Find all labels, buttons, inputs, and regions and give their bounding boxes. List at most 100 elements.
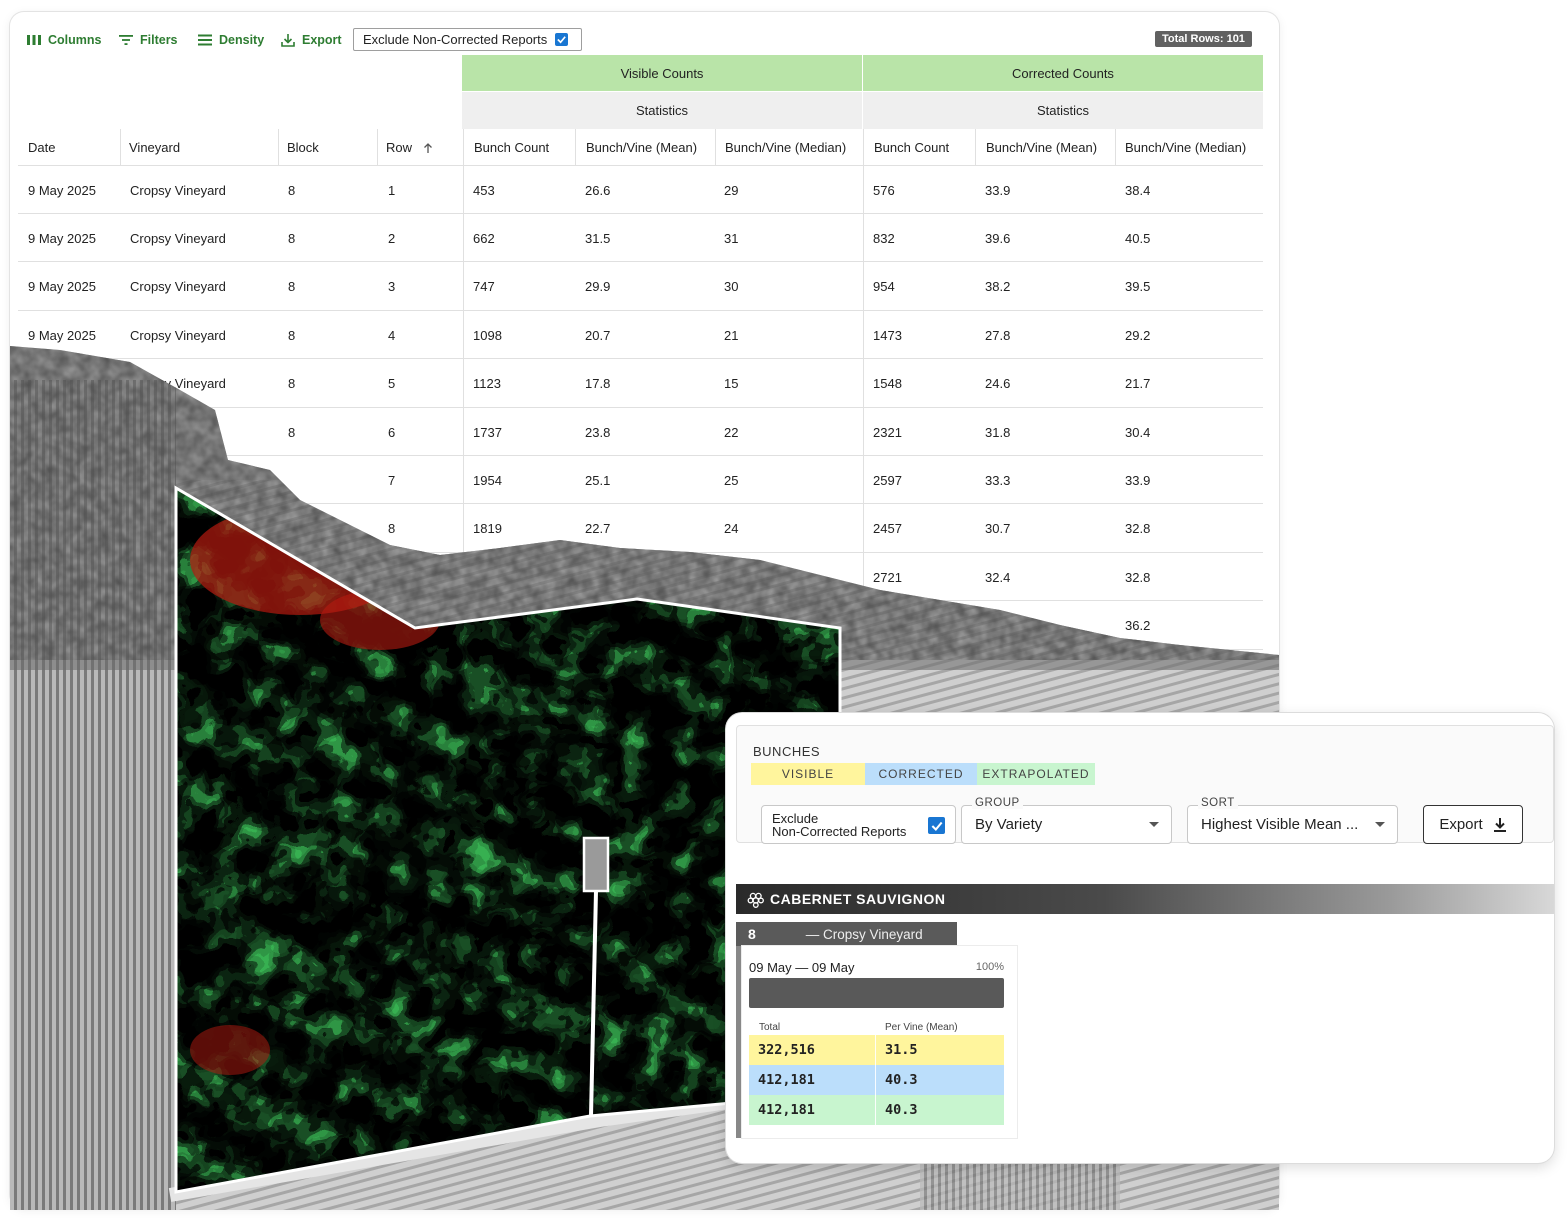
table-cell: Cropsy Vineyard: [130, 327, 226, 343]
table-cell: 1: [388, 182, 396, 198]
table-cell: 21: [724, 327, 739, 343]
check-icon: [931, 821, 942, 831]
cell-divider: [875, 1095, 876, 1125]
table-cell: 1819: [473, 521, 502, 537]
table-row[interactable]: 36.2: [18, 602, 1263, 650]
table-cell: 2457: [873, 521, 902, 537]
col-header-date[interactable]: Date: [20, 129, 120, 166]
table-cell: 1473: [873, 327, 902, 343]
table-row[interactable]: 8 6 1737 23.8 22 2321 31.8 30.4: [18, 408, 1263, 456]
table-cell: 24: [724, 521, 739, 537]
group-select[interactable]: GROUP By Variety: [961, 797, 1172, 844]
table-cell: 2597: [873, 472, 902, 488]
table-cell: 8: [288, 327, 296, 343]
table-cell: 27.8: [985, 327, 1011, 343]
table-cell: 33.3: [985, 472, 1011, 488]
block-summary-card: 09 May — 09 May 100% Total Per Vine (Mea…: [742, 946, 1017, 1138]
exclude-noncorrected-toggle[interactable]: Exclude Non-Corrected Reports: [761, 805, 956, 844]
check-icon: [557, 36, 567, 44]
download-icon: [1493, 817, 1506, 832]
col-header-label: Vineyard: [129, 140, 181, 155]
table-row[interactable]: 9 May 2025 Cropsy Vineyard 8 3 747 29.9 30 954 3…: [18, 263, 1263, 311]
table-row[interactable]: 9 May 2025 Cropsy Vineyard 8 4 1098 20.7 21 147…: [18, 311, 1263, 360]
col-header-label: Block: [287, 140, 319, 155]
col-header-corrected-mean[interactable]: Bunch/Vine (Mean): [975, 129, 1115, 166]
total-rows-badge: Total Rows: 101: [1155, 31, 1252, 47]
table-cell: 8: [288, 182, 296, 198]
table-cell: 30.4: [1125, 424, 1151, 440]
table-cell: 9 May 2025: [28, 182, 96, 198]
group-select-label: GROUP: [972, 797, 1023, 809]
chevron-down-icon: [1375, 822, 1385, 827]
exclude-noncorrected-toggle[interactable]: Exclude Non-Corrected Reports: [353, 28, 582, 51]
legend-visible: VISIBLE: [751, 763, 865, 785]
card-strip: [736, 946, 742, 1138]
table-cell: 8: [388, 521, 396, 537]
table-cell: 4: [388, 327, 396, 343]
exclude-checkbox[interactable]: [555, 33, 569, 46]
block-tab[interactable]: 8 — Cropsy Vineyard: [736, 922, 957, 946]
export-button[interactable]: Export: [280, 31, 342, 49]
panel-export-label: Export: [1439, 816, 1483, 833]
col-header-block[interactable]: Block: [278, 129, 377, 166]
table-cell: Cropsy Vineyard: [130, 376, 226, 392]
group-select-value: By Variety: [975, 816, 1043, 833]
exclude-label-line2: Non-Corrected Reports: [772, 824, 907, 839]
table-cell: 24.6: [985, 376, 1011, 392]
coverage-bar: [749, 978, 1004, 1008]
col-header-vineyard[interactable]: Vineyard: [120, 129, 278, 166]
variety-name: CABERNET SAUVIGNON: [770, 891, 946, 907]
table-row[interactable]: Cropsy Vineyard 8 5 1123 17.8 15 1548 24.6 21.7: [18, 360, 1263, 408]
coverage-percent: 100%: [975, 961, 1004, 973]
col-header-visible-bunch-count[interactable]: Bunch Count: [463, 129, 575, 166]
block-number: 8: [748, 926, 756, 942]
col-header-visible-mean[interactable]: Bunch/Vine (Mean): [575, 129, 715, 166]
corrected-values-row: 412,181 40.3: [749, 1065, 1004, 1095]
col-header-label: Bunch/Vine (Mean): [586, 140, 698, 155]
table-cell: 954: [873, 279, 895, 295]
table-cell: 23.8: [585, 424, 611, 440]
table-cell: 9 May 2025: [28, 327, 96, 343]
col-header-row[interactable]: Row: [377, 129, 462, 166]
header-divider: [18, 165, 1263, 166]
col-header-corrected-median[interactable]: Bunch/Vine (Median): [1115, 129, 1263, 166]
table-row[interactable]: 9 May 2025 Cropsy Vineyard 8 1 453 26.6 29 576 3…: [18, 166, 1263, 214]
table-cell: 8: [288, 424, 296, 440]
table-row[interactable]: 38.4: [18, 650, 1263, 698]
columns-button[interactable]: Columns: [26, 31, 101, 49]
table-cell: 7: [388, 472, 396, 488]
filters-label: Filters: [140, 33, 178, 47]
total-column-label: Total: [759, 1022, 781, 1033]
table-cell: 25.1: [585, 472, 611, 488]
col-header-label: Bunch/Vine (Median): [725, 140, 847, 155]
table-row[interactable]: 9 May 2025 Cropsy Vineyard 8 2 662 31.5 31 832 3…: [18, 214, 1263, 263]
exclude-checkbox[interactable]: [928, 817, 945, 834]
sort-select-value: Highest Visible Mean ...: [1201, 816, 1359, 833]
filters-button[interactable]: Filters: [118, 31, 178, 49]
table-cell: 8: [288, 376, 296, 392]
sort-ascending-icon[interactable]: [422, 142, 434, 154]
table-cell: 1548: [873, 376, 902, 392]
col-header-corrected-bunch-count[interactable]: Bunch Count: [863, 129, 975, 166]
extrapolated-total: 412,181: [758, 1102, 815, 1118]
table-cell: 33.9: [1125, 472, 1151, 488]
panel-export-button[interactable]: Export: [1423, 805, 1523, 844]
table-row[interactable]: 2721 32.4 32.8: [18, 553, 1263, 602]
table-cell: Cropsy Vineyard: [130, 182, 226, 198]
table-cell: 29.9: [585, 279, 611, 295]
cell-divider: [875, 1065, 876, 1095]
table-row[interactable]: 7 1954 25.1 25 2597 33.3 33.9: [18, 456, 1263, 505]
table-cell: 1737: [473, 424, 502, 440]
table-cell: 38.2: [985, 279, 1011, 295]
table-cell: 1098: [473, 327, 502, 343]
col-header-label: Bunch Count: [474, 140, 550, 155]
table-cell: 2321: [873, 424, 902, 440]
col-header-visible-median[interactable]: Bunch/Vine (Median): [715, 129, 863, 166]
table-cell: 9 May 2025: [28, 230, 96, 246]
sort-select[interactable]: SORT Highest Visible Mean ...: [1187, 797, 1398, 844]
table-row[interactable]: 8 1819 22.7 24 2457 30.7 32.8: [18, 505, 1263, 553]
chevron-down-icon: [1149, 822, 1159, 827]
table-cell: 747: [473, 279, 495, 295]
density-button[interactable]: Density: [197, 31, 264, 49]
